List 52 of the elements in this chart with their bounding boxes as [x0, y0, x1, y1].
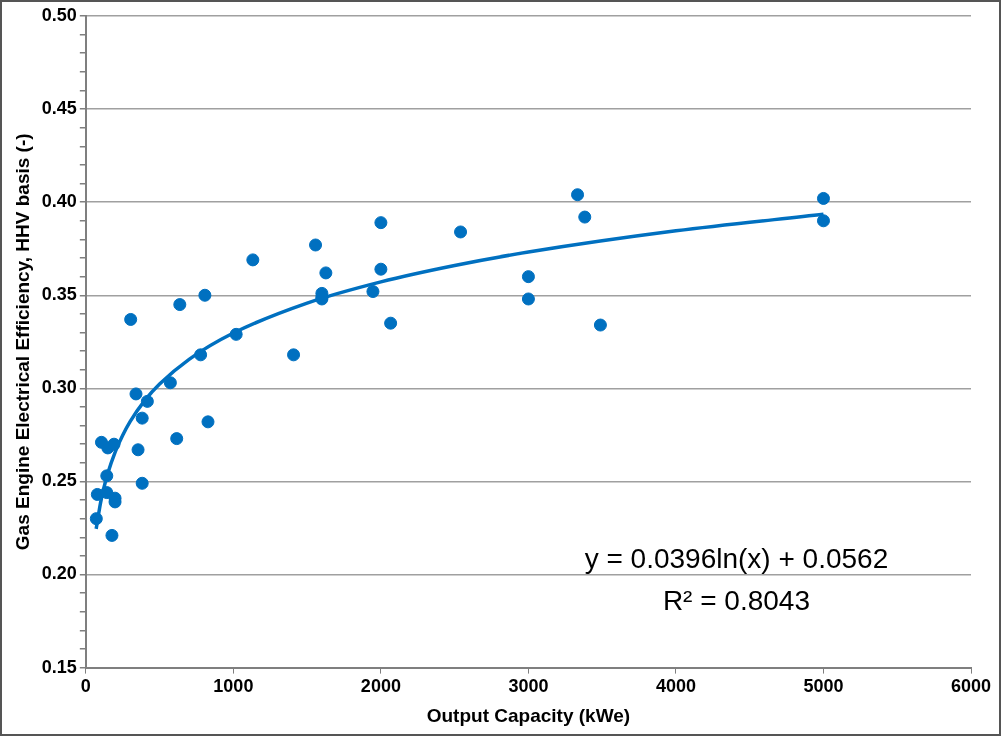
y-axis-title: Gas Engine Electrical Efficiency, HHV basis (-) [11, 133, 33, 551]
point [578, 210, 592, 224]
point [287, 348, 301, 362]
point [105, 528, 119, 542]
point [135, 476, 149, 490]
point [521, 270, 535, 284]
x-tick-label: 5000 [803, 676, 844, 697]
annotation: R² = 0.8043 [662, 584, 810, 616]
x-axis-title: Output Capacity (kWe) [426, 704, 631, 726]
point [521, 292, 535, 306]
x-tick-label: 3000 [508, 676, 549, 697]
point [170, 432, 184, 446]
y-tick-label: 0.50 [41, 4, 77, 25]
point [198, 288, 212, 302]
point [100, 469, 114, 483]
point [129, 387, 143, 401]
y-tick-label: 0.30 [41, 377, 77, 398]
point [107, 437, 121, 451]
point [140, 394, 154, 408]
x-tick-label: 4000 [655, 676, 696, 697]
point [246, 253, 260, 267]
y-tick-label: 0.45 [41, 98, 77, 119]
y-tick-label: 0.35 [41, 284, 77, 305]
point [89, 512, 103, 526]
point [593, 318, 607, 332]
y-tick-label: 0.15 [41, 656, 77, 677]
y-tick-label: 0.20 [41, 563, 77, 584]
point [374, 216, 388, 230]
point [131, 443, 145, 457]
point [124, 312, 138, 326]
x-tick-label: 1000 [213, 676, 254, 697]
point [319, 266, 333, 280]
point [366, 285, 380, 299]
y-tick-label: 0.25 [41, 470, 77, 491]
point [309, 238, 323, 252]
x-tick-label: 6000 [950, 676, 992, 697]
point [454, 225, 468, 239]
x-tick-label: 2000 [360, 676, 401, 697]
point [374, 262, 388, 276]
point [194, 348, 208, 362]
y-tick-label: 0.40 [41, 191, 77, 212]
point [384, 316, 398, 330]
point [229, 327, 243, 341]
point [173, 298, 187, 312]
annotation: y = 0.0396ln(x) + 0.0562 [584, 542, 889, 574]
x-tick-label: 0 [80, 676, 91, 697]
point [816, 214, 830, 228]
point [571, 188, 585, 202]
point [135, 411, 149, 425]
point [201, 415, 215, 429]
point [163, 376, 177, 390]
point [816, 191, 830, 205]
